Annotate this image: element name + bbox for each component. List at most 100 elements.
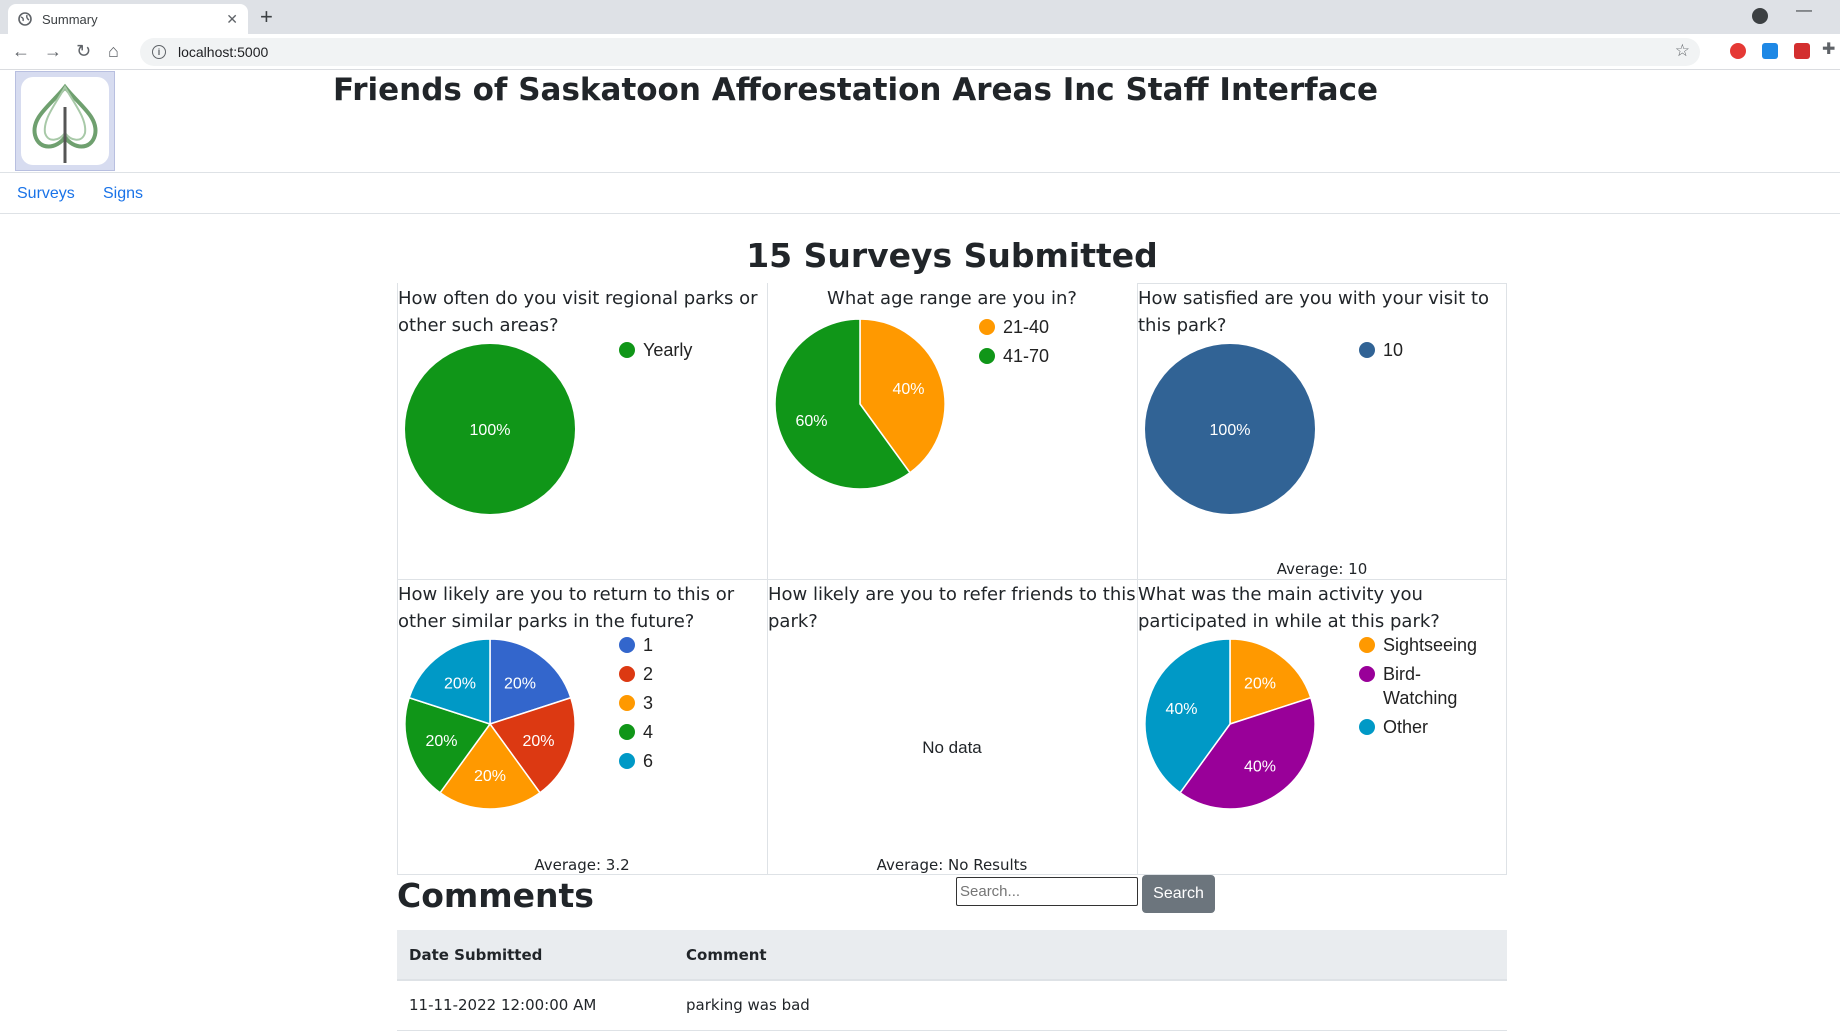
legend-label: Yearly <box>643 340 692 360</box>
pdf-extension-icon[interactable] <box>1794 43 1810 59</box>
info-icon[interactable]: i <box>152 45 166 59</box>
question-refer-friends: How likely are you to refer friends to t… <box>768 584 1136 632</box>
legend-label: Sightseeing <box>1383 635 1477 655</box>
reload-icon[interactable]: ↻ <box>76 41 92 61</box>
legend-marker <box>979 348 995 364</box>
pie-chart-satisfaction: 100% 10 <box>1145 340 1403 514</box>
bookmark-star-icon[interactable]: ☆ <box>1674 41 1690 60</box>
new-tab-icon[interactable]: + <box>260 4 273 29</box>
pie-slice-percent-label: 40% <box>892 381 924 398</box>
pie-slice-percent-label: 60% <box>795 413 827 430</box>
chart-cell-refer-friends: How likely are you to refer friends to t… <box>767 579 1137 875</box>
pie-slice-6[interactable] <box>408 638 491 726</box>
back-icon[interactable]: ← <box>12 41 30 61</box>
pie-slice-41-70[interactable] <box>774 318 912 490</box>
legend-marker <box>619 342 635 358</box>
leaf-logo-icon <box>32 83 98 163</box>
no-data-label: No data <box>922 738 982 757</box>
pie-slice-1[interactable] <box>489 638 572 726</box>
legend-marker <box>619 666 635 682</box>
average-satisfaction: Average: 10 <box>1276 560 1368 578</box>
site-nav: Surveys Signs <box>0 172 1840 214</box>
pie-slice-3[interactable] <box>438 722 542 810</box>
legend-label: 6 <box>643 751 653 771</box>
header-comment: Comment <box>674 930 1507 981</box>
url-text: localhost:5000 <box>178 44 269 60</box>
pie-slice-bird-watching[interactable] <box>1178 696 1316 810</box>
question-main-activity: What was the main activity you participa… <box>1138 584 1440 632</box>
legend-marker <box>1359 637 1375 653</box>
pie-slice-percent-label: 40% <box>1165 701 1197 718</box>
pie-slice-4[interactable] <box>404 696 492 794</box>
chart-cell-main-activity: 20% 40% 40% Sightseeing Bird- Watching Other W… <box>1137 579 1507 875</box>
search-input[interactable] <box>956 877 1138 906</box>
pie-chart-visit-frequency: 100% Yearly <box>405 340 692 514</box>
pie-slice-other[interactable] <box>1144 638 1231 794</box>
puzzle-extensions-icon[interactable]: ✚ <box>1822 41 1836 58</box>
pie-chart-return-likelihood: 20% 20% 20% 20% 20% 1 2 3 4 6 <box>404 635 653 810</box>
address-bar[interactable]: i localhost:5000 ☆ <box>140 38 1700 66</box>
pie-slice-21-40[interactable] <box>859 318 946 474</box>
pie-slice-percent-label: 20% <box>504 676 536 693</box>
pie-slice-percent-label: 20% <box>474 768 506 785</box>
close-tab-icon[interactable]: ✕ <box>226 10 238 27</box>
legend-marker <box>619 695 635 711</box>
browser-toolbar: ← → ↻ ⌂ i localhost:5000 ☆ ✚ <box>0 34 1840 70</box>
pie-slice-10[interactable] <box>1145 344 1315 514</box>
home-icon[interactable]: ⌂ <box>108 41 119 61</box>
question-age-range: What age range are you in? <box>827 288 1077 309</box>
browser-tab-strip: Summary ✕ + — <box>0 0 1840 34</box>
chart-cell-visit-frequency: 100% Yearly How often do you visit region… <box>397 283 767 579</box>
legend-marker <box>979 319 995 335</box>
legend-marker <box>619 753 635 769</box>
pie-slice-yearly[interactable] <box>405 344 575 514</box>
legend-marker <box>619 637 635 653</box>
comments-header-row: Date Submitted Comment <box>397 930 1507 981</box>
pie-slice-percent-label: 40% <box>1244 758 1276 775</box>
legend-marker <box>1359 666 1375 682</box>
legend-label: Watching <box>1383 688 1457 708</box>
pie-slice-percent-label: 100% <box>1210 422 1251 439</box>
legend-label: 41-70 <box>1003 346 1049 366</box>
pie-slice-percent-label: 20% <box>425 733 457 750</box>
pie-slice-percent-label: 20% <box>522 733 554 750</box>
browser-tab[interactable]: Summary ✕ <box>8 4 248 34</box>
question-return-likelihood: How likely are you to return to this or … <box>398 584 735 632</box>
search-button[interactable]: Search <box>1142 875 1215 913</box>
pie-slice-2[interactable] <box>488 696 576 794</box>
site-title: Friends of Saskatoon Afforestation Areas… <box>333 72 1378 108</box>
legend-label: 2 <box>643 664 653 684</box>
grid-lines <box>397 283 1507 875</box>
forward-icon[interactable]: → <box>44 41 62 61</box>
nav-link-signs[interactable]: Signs <box>103 185 144 202</box>
legend-marker <box>1359 719 1375 735</box>
legend-label: 10 <box>1383 340 1403 360</box>
legend-marker <box>619 724 635 740</box>
legend-label: 4 <box>643 722 653 742</box>
table-row: 11-11-2022 12:00:00 AM parking was bad <box>397 980 1507 1031</box>
pie-slice-sightseeing[interactable] <box>1229 638 1312 726</box>
screen-extension-icon[interactable] <box>1762 43 1778 59</box>
profile-menu-icon[interactable] <box>1752 8 1768 24</box>
question-satisfaction: How satisfied are you with your visit to… <box>1138 288 1490 336</box>
average-refer-friends: Average: No Results <box>876 856 1028 874</box>
globe-icon <box>18 12 32 26</box>
opera-extension-icon[interactable] <box>1730 43 1746 59</box>
comments-table: Date Submitted Comment 11-11-2022 12:00:… <box>397 930 1507 1031</box>
legend-label: 3 <box>643 693 653 713</box>
surveys-submitted-title: 15 Surveys Submitted <box>746 236 1158 275</box>
header-date-submitted: Date Submitted <box>397 930 674 981</box>
comments-title: Comments <box>397 876 594 915</box>
legend-label: 1 <box>643 635 653 655</box>
minimize-icon[interactable]: — <box>1796 2 1812 19</box>
chart-cell-age-range: 40% 60% 21-40 41-70 What age range are you … <box>767 283 1137 579</box>
pie-slice-percent-label: 20% <box>444 676 476 693</box>
average-return-likelihood: Average: 3.2 <box>534 856 630 874</box>
legend-label: 21-40 <box>1003 317 1049 337</box>
tab-title: Summary <box>42 11 98 27</box>
chart-cell-return-likelihood: 20% 20% 20% 20% 20% 1 2 3 4 6 How likely are you … <box>397 579 767 875</box>
site-logo <box>15 71 115 171</box>
nav-link-surveys[interactable]: Surveys <box>17 185 75 202</box>
chart-cell-satisfaction: 100% 10 How satisfied are you with your v… <box>1137 283 1507 579</box>
comment-date: 11-11-2022 12:00:00 AM <box>397 980 674 1031</box>
